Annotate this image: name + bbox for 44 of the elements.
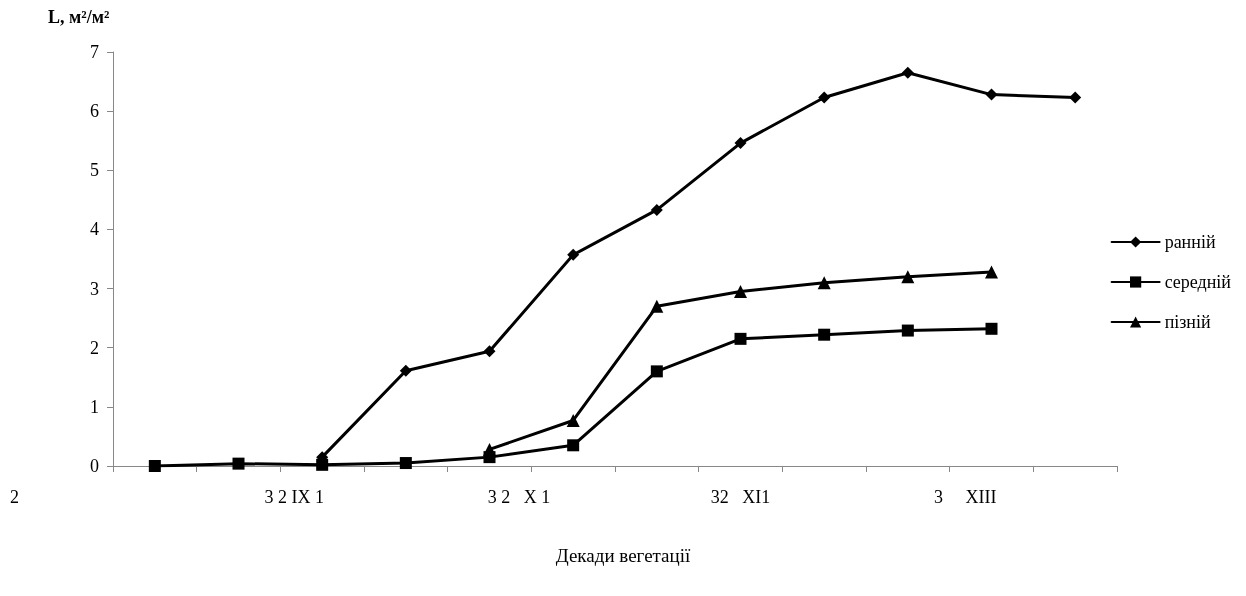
point: [985, 88, 998, 101]
y-tick-label: 4: [90, 219, 99, 240]
point: [567, 439, 580, 452]
point: [483, 442, 496, 456]
point: [901, 66, 914, 79]
point: [901, 270, 915, 284]
point: [818, 91, 831, 104]
point: [567, 248, 580, 261]
point: [650, 365, 663, 378]
legend-label: ранній: [1164, 232, 1216, 252]
point: [399, 364, 412, 377]
point: [734, 285, 747, 299]
point: [650, 299, 664, 313]
point: [316, 458, 329, 471]
point: [1069, 91, 1082, 104]
text: 3 XIII: [933, 487, 997, 507]
point: [148, 460, 161, 472]
point: [650, 203, 663, 216]
point: [985, 265, 998, 279]
point: [399, 457, 412, 470]
point: [734, 137, 747, 150]
point: [818, 328, 831, 341]
text: 2: [10, 487, 19, 507]
text: 32 XI1: [710, 487, 771, 507]
text: 3 2 IX 1: [264, 487, 325, 507]
y-tick-label: 0: [90, 456, 99, 476]
point: [817, 276, 831, 290]
point: [734, 332, 747, 345]
legend-label: середній: [1164, 272, 1232, 292]
text: 3 2 X 1: [487, 487, 551, 507]
point: [566, 413, 580, 427]
point: [985, 322, 998, 335]
point: [901, 324, 914, 337]
point: [483, 345, 496, 358]
y-tick-label: 3: [90, 278, 99, 299]
y-axis-title: L, м²/м²: [48, 7, 110, 27]
y-tick-label: 1: [90, 396, 99, 417]
y-tick-label: 2: [90, 337, 99, 358]
y-tick-label: 5: [90, 160, 99, 181]
x-axis-title: Декади вегетації: [555, 545, 691, 566]
point: [232, 457, 245, 470]
y-tick-label: 7: [90, 42, 99, 62]
legend-label: пізній: [1164, 312, 1211, 332]
y-tick-label: 6: [90, 101, 99, 122]
